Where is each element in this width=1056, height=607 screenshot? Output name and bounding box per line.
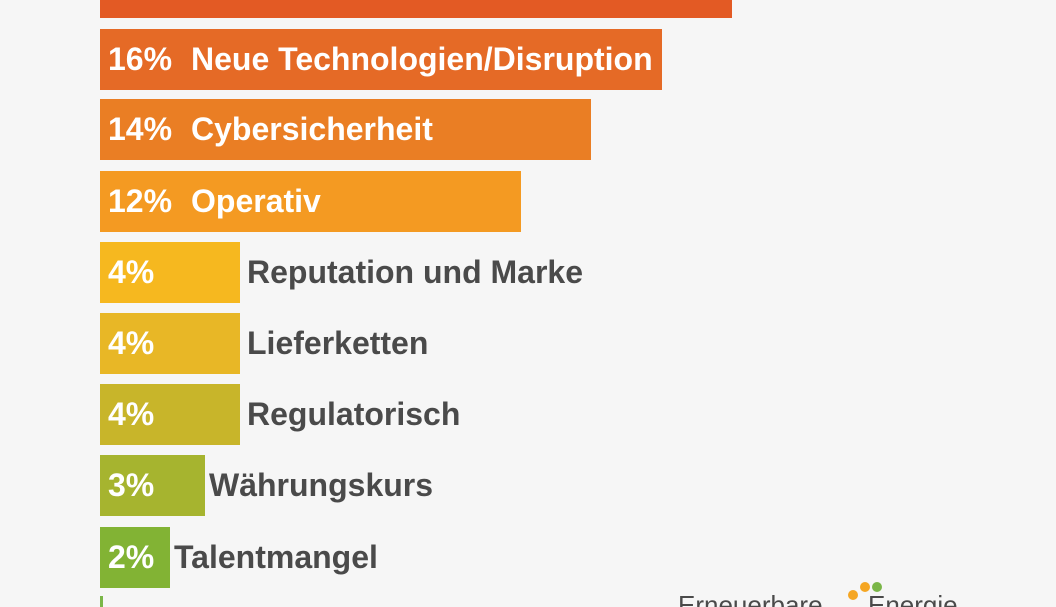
category-label: Lieferketten [247,325,429,361]
bar-9 [100,527,170,588]
bar-value-label: 12% [108,183,173,219]
logo-text-erneuerbare: Erneuerbare [678,590,823,607]
brand-logo: Erneuerbare Energie [678,578,998,607]
bar-value-label: 4% [108,396,155,432]
category-label: Regulatorisch [247,396,461,432]
category-label: Operativ [191,183,321,219]
category-label: Neue Technologien/Disruption [191,41,653,77]
axis-line [100,596,103,607]
category-label: Reputation und Marke [247,254,584,290]
bar-value-label: 18% [108,0,172,18]
bar-2 [100,29,662,90]
category-label: Territorialismus/Protektionismus [191,0,690,18]
bar-7 [100,384,240,445]
bar-3 [100,99,591,160]
logo-dot-2 [860,582,870,592]
bar-value-label: 4% [108,325,155,361]
category-label: Währungskurs [209,467,434,503]
logo-text-energie: Energie [868,590,958,607]
bar-value-label: 2% [108,539,155,575]
logo-dot-3 [872,582,882,592]
bar-value-label: 16% [108,41,173,77]
category-label: Talentmangel [174,539,378,575]
bar-8 [100,455,205,516]
bar-5 [100,242,240,303]
bar-1 [100,0,732,18]
bar-value-label: 4% [108,254,155,290]
logo-dot-1 [848,590,858,600]
bar-4 [100,171,521,232]
category-label: Cybersicherheit [191,111,433,147]
bar-6 [100,313,240,374]
bar-value-label: 14% [108,111,173,147]
bar-value-label: 3% [108,467,155,503]
